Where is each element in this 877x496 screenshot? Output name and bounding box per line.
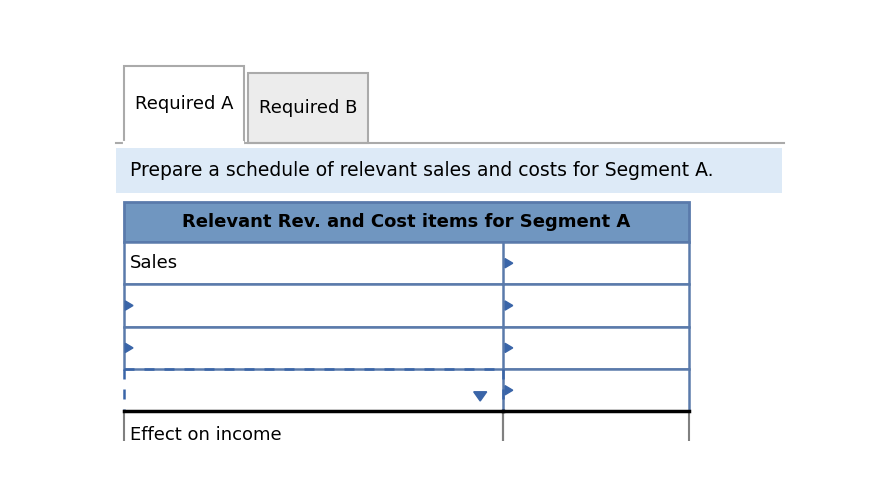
Polygon shape xyxy=(125,301,132,310)
Bar xyxy=(124,242,688,284)
Text: Required A: Required A xyxy=(134,95,232,113)
Polygon shape xyxy=(504,343,512,353)
Polygon shape xyxy=(474,392,486,401)
Bar xyxy=(125,371,502,410)
Polygon shape xyxy=(125,343,132,353)
Bar xyxy=(247,73,367,143)
Polygon shape xyxy=(504,258,512,268)
Polygon shape xyxy=(504,301,512,310)
Polygon shape xyxy=(504,385,512,395)
Bar xyxy=(124,202,688,242)
Text: Required B: Required B xyxy=(259,99,357,117)
Text: Effect on income: Effect on income xyxy=(130,426,282,443)
Text: Relevant Rev. and Cost items for Segment A: Relevant Rev. and Cost items for Segment… xyxy=(182,213,630,231)
Text: Prepare a schedule of relevant sales and costs for Segment A.: Prepare a schedule of relevant sales and… xyxy=(130,161,713,180)
Text: Sales: Sales xyxy=(130,254,178,272)
Bar xyxy=(116,148,781,193)
Bar xyxy=(124,65,244,143)
Bar xyxy=(503,369,688,411)
Bar xyxy=(124,327,688,369)
Bar xyxy=(124,284,688,327)
